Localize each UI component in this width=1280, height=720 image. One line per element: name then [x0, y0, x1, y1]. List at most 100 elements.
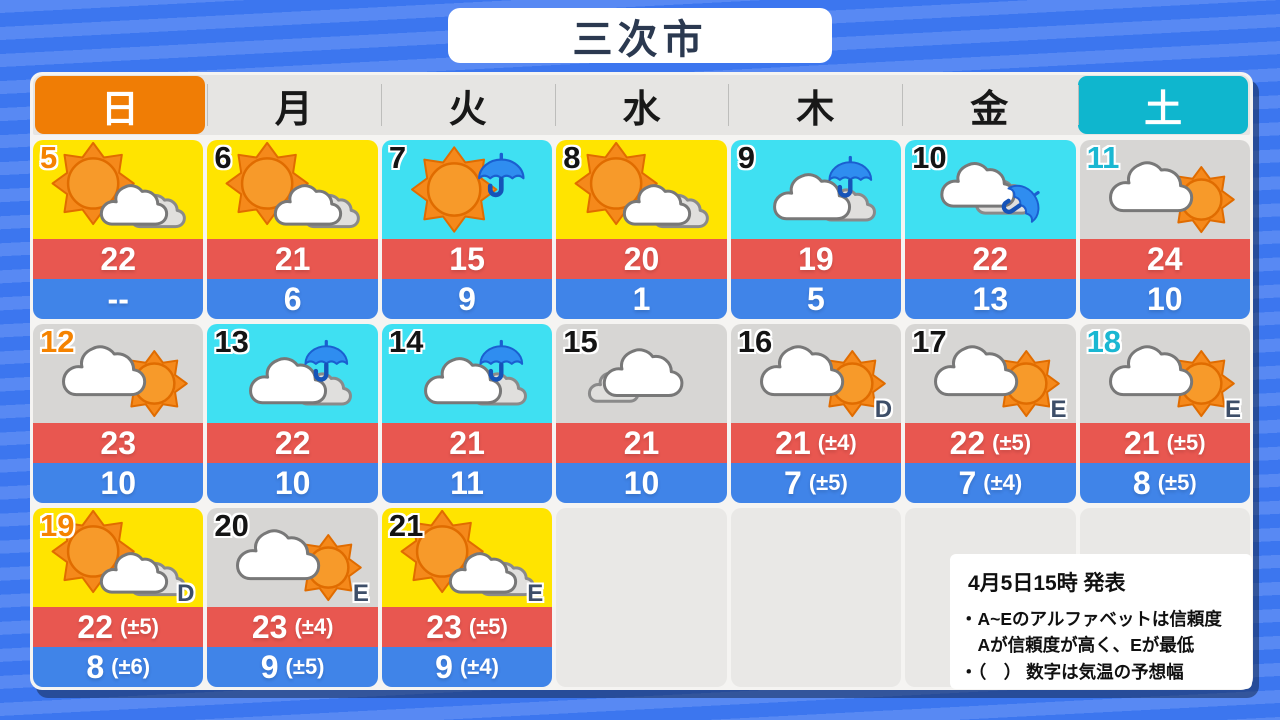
forecast-cell-14: 14 21 11: [381, 324, 553, 503]
low-temp-band: 8 (±5): [1079, 463, 1250, 503]
weather-icon-cloud-sun: 18 E: [1079, 324, 1250, 423]
high-temp-band: 22 (±5): [33, 607, 204, 647]
weather-icon-cloud: 15: [556, 324, 727, 423]
high-temp: 24: [1146, 241, 1183, 277]
weekday-header-weekday-1: 月: [206, 75, 381, 135]
low-temp: 8: [1132, 465, 1151, 501]
forecast-cell-19: 19 D 22 (±5) 8 (±6): [33, 508, 204, 687]
low-temp-band: 10: [207, 463, 378, 503]
forecast-cell-15: 15 21 10: [556, 324, 727, 503]
weekday-header-sunday: 日: [35, 76, 205, 134]
weekday-header-weekday-2: 火: [380, 75, 555, 135]
weather-icon-cloud-sun: 17 E: [905, 324, 1076, 423]
note-line-reliability: ・A~Eのアルファベットは信頼度: [960, 609, 1222, 629]
weekday-label: 火: [448, 88, 487, 131]
high-temp-range: (±4): [294, 614, 334, 639]
cell-date: 17: [912, 324, 947, 359]
weekday-header-weekday-3: 水: [554, 75, 729, 135]
forecast-cell-21: 21 E 23 (±5) 9 (±4): [381, 508, 553, 687]
high-temp-band: 23 (±5): [381, 607, 553, 647]
forecast-cell-11: 11 24 10: [1079, 140, 1250, 319]
weather-icon-cloud-sun: 20 E: [207, 508, 378, 607]
forecast-cell-18: 18 E 21 (±5) 8 (±5): [1079, 324, 1250, 503]
low-temp-range: (±5): [285, 654, 325, 679]
low-temp-range: (±4): [459, 654, 499, 679]
low-temp: 9: [458, 281, 476, 317]
low-temp-band: 11: [381, 463, 553, 503]
high-temp-band: 20: [556, 239, 727, 279]
low-temp: 1: [632, 281, 651, 317]
low-temp-band: 10: [33, 463, 204, 503]
weather-icon-cloud-umbrella: 13: [207, 324, 378, 423]
weather-icon-sun-cloud: 6: [207, 140, 378, 239]
high-temp: 20: [623, 241, 660, 277]
cell-date: 16: [737, 324, 773, 359]
high-temp: 22: [972, 241, 1009, 277]
high-temp: 19: [798, 241, 834, 277]
forecast-cell-13: 13 22 10: [207, 324, 378, 503]
cell-date: 8: [563, 140, 581, 175]
forecast-cell-5: 5 22 --: [33, 140, 204, 319]
cell-date: 21: [388, 508, 424, 543]
reliability-letter: E: [527, 580, 544, 607]
low-temp: 10: [274, 465, 311, 501]
low-temp: 5: [807, 281, 825, 317]
reliability-letter: E: [1050, 396, 1067, 423]
forecast-cell-17: 17 E 22 (±5) 7 (±4): [905, 324, 1076, 503]
note-line-range: ・（ ） 数字は気温の予想幅: [960, 661, 1184, 682]
reliability-letter: D: [874, 396, 893, 423]
weekday-label: 土: [1144, 88, 1183, 131]
forecast-cell-7: 7 15 9: [381, 140, 553, 319]
high-temp: 15: [449, 241, 485, 277]
high-temp: 22: [77, 609, 114, 645]
high-temp: 23: [426, 609, 462, 645]
cell-date: 11: [1086, 140, 1120, 175]
reliability-letter: E: [1224, 396, 1241, 423]
weather-icon-cloud-sun: 12: [33, 324, 204, 423]
weekday-label: 木: [796, 88, 835, 131]
low-temp-band: 5: [730, 279, 902, 319]
low-temp: 8: [86, 649, 105, 685]
low-temp: 6: [283, 281, 302, 317]
low-temp-band: 7 (±5): [730, 463, 902, 503]
low-temp-range: (±5): [808, 470, 848, 495]
forecast-cell-9: 9 19 5: [730, 140, 902, 319]
high-temp-band: 24: [1079, 239, 1250, 279]
cell-date: 14: [388, 324, 424, 359]
low-temp-band: 9: [381, 279, 553, 319]
high-temp-range: (±5): [120, 614, 159, 639]
low-temp: --: [107, 281, 129, 317]
high-temp: 21: [623, 425, 660, 461]
cell-date: 13: [214, 324, 249, 359]
low-temp: 10: [623, 465, 660, 501]
high-temp-band: 21: [556, 423, 727, 463]
high-temp-band: 21 (±4): [730, 423, 902, 463]
weekday-header-weekday-4: 木: [728, 75, 902, 135]
weather-icon-cloud-sun: 16 D: [730, 324, 902, 423]
low-temp: 11: [450, 465, 484, 501]
low-temp-band: 10: [556, 463, 727, 503]
low-temp: 7: [958, 465, 977, 501]
high-temp-band: 23: [33, 423, 204, 463]
high-temp: 21: [274, 241, 311, 277]
cell-date: 5: [40, 140, 58, 175]
reliability-letter: D: [177, 580, 195, 607]
weather-icon-sun-cloud: 8: [556, 140, 727, 239]
forecast-cell-10: 10 22 13: [905, 140, 1076, 319]
high-temp: 22: [274, 425, 311, 461]
low-temp: 7: [784, 465, 802, 501]
weather-icon-cloud-umbrella: 14: [381, 324, 553, 423]
cell-date: 18: [1086, 324, 1122, 359]
announcement-time: 4月5日15時 発表: [968, 572, 1126, 595]
weekday-header-row: 日月 火 水 木 金 土: [33, 75, 1250, 135]
forecast-cell-8: 8 20 1: [556, 140, 727, 319]
cell-date: 12: [40, 324, 75, 359]
high-temp-band: 22: [905, 239, 1076, 279]
calendar-panel: 日月火水木金土 5 22 -- 6 21 6 7 15 9 8 20 1 9 19 5 10 22 13 11 24 1…: [30, 72, 1253, 690]
weather-icon-cloud-umbrella: 9: [730, 140, 902, 239]
low-temp-band: 9 (±5): [207, 647, 378, 687]
high-temp-range: (±4): [817, 430, 857, 455]
weekday-header-weekday-5: 金: [902, 75, 1076, 135]
low-temp: 9: [260, 649, 279, 685]
